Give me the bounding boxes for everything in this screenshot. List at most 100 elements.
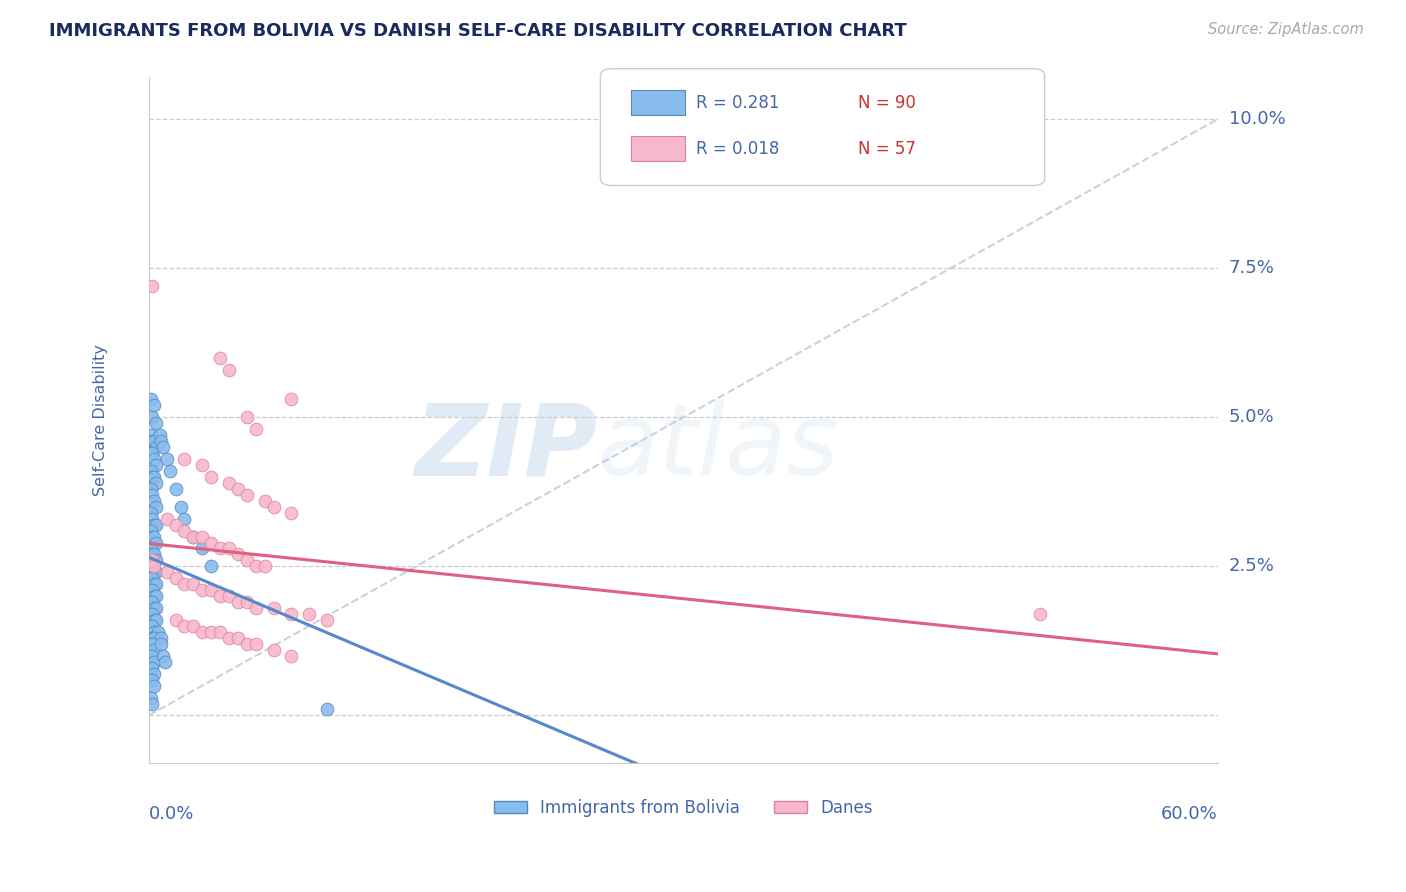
Point bbox=[209, 624, 232, 639]
Point bbox=[143, 613, 166, 627]
Point bbox=[139, 648, 162, 663]
Point bbox=[139, 595, 162, 609]
Text: ZIP: ZIP bbox=[415, 400, 598, 496]
Point bbox=[245, 637, 267, 651]
Text: 10.0%: 10.0% bbox=[1229, 111, 1285, 128]
Point bbox=[143, 566, 166, 580]
Point bbox=[143, 589, 166, 603]
Text: atlas: atlas bbox=[598, 400, 839, 496]
Point bbox=[141, 446, 163, 460]
Text: 60.0%: 60.0% bbox=[1161, 805, 1218, 822]
Point bbox=[150, 434, 173, 449]
Text: 5.0%: 5.0% bbox=[1229, 409, 1274, 426]
Point bbox=[141, 410, 163, 425]
Point bbox=[139, 559, 162, 574]
Point bbox=[145, 566, 167, 580]
Point bbox=[226, 595, 249, 609]
Point bbox=[263, 500, 285, 514]
Point bbox=[156, 511, 179, 525]
Point bbox=[170, 500, 193, 514]
Point bbox=[209, 541, 232, 556]
Point bbox=[153, 655, 176, 669]
Point bbox=[139, 506, 162, 520]
Point bbox=[173, 452, 195, 467]
Text: R = 0.281: R = 0.281 bbox=[696, 94, 779, 112]
Point bbox=[191, 458, 214, 472]
Point bbox=[236, 488, 259, 502]
Point bbox=[139, 482, 162, 496]
Point bbox=[141, 673, 163, 687]
Point bbox=[159, 464, 181, 478]
Point bbox=[150, 631, 173, 645]
Point bbox=[141, 619, 163, 633]
Point bbox=[156, 566, 179, 580]
Point bbox=[218, 362, 240, 376]
Point bbox=[143, 666, 166, 681]
Point bbox=[141, 648, 163, 663]
Point bbox=[280, 607, 302, 621]
Point bbox=[165, 517, 187, 532]
Point bbox=[148, 428, 170, 442]
Point bbox=[141, 661, 163, 675]
Point bbox=[141, 553, 163, 567]
Point bbox=[209, 351, 232, 365]
Point bbox=[143, 624, 166, 639]
Point bbox=[218, 541, 240, 556]
Point bbox=[145, 500, 167, 514]
Point bbox=[139, 607, 162, 621]
Point bbox=[143, 577, 166, 591]
Point bbox=[200, 583, 222, 598]
Point bbox=[139, 524, 162, 538]
Point bbox=[143, 470, 166, 484]
Point bbox=[298, 607, 321, 621]
Text: IMMIGRANTS FROM BOLIVIA VS DANISH SELF-CARE DISABILITY CORRELATION CHART: IMMIGRANTS FROM BOLIVIA VS DANISH SELF-C… bbox=[49, 22, 907, 40]
Point bbox=[191, 624, 214, 639]
Point bbox=[139, 673, 162, 687]
Point bbox=[145, 613, 167, 627]
Point bbox=[141, 530, 163, 544]
Point bbox=[139, 631, 162, 645]
Point bbox=[245, 422, 267, 436]
Point bbox=[145, 417, 167, 431]
Text: N = 57: N = 57 bbox=[858, 140, 915, 158]
Point bbox=[145, 577, 167, 591]
Point bbox=[141, 595, 163, 609]
Point bbox=[139, 661, 162, 675]
Point bbox=[263, 643, 285, 657]
Point bbox=[165, 482, 187, 496]
Point bbox=[253, 559, 276, 574]
Point bbox=[236, 410, 259, 425]
Point bbox=[226, 482, 249, 496]
Point bbox=[236, 553, 259, 567]
Point bbox=[143, 493, 166, 508]
Point bbox=[183, 577, 205, 591]
Point bbox=[183, 530, 205, 544]
Point bbox=[200, 559, 222, 574]
Point bbox=[143, 452, 166, 467]
Point bbox=[152, 440, 174, 454]
Point bbox=[165, 613, 187, 627]
Point bbox=[200, 470, 222, 484]
Point bbox=[143, 548, 166, 562]
Point bbox=[145, 553, 167, 567]
Point bbox=[139, 571, 162, 585]
Point bbox=[139, 619, 162, 633]
Point bbox=[139, 690, 162, 705]
Point bbox=[146, 624, 169, 639]
Point bbox=[1028, 607, 1050, 621]
Point bbox=[139, 464, 162, 478]
Point bbox=[218, 631, 240, 645]
Point bbox=[173, 511, 195, 525]
Point bbox=[245, 601, 267, 615]
Point bbox=[191, 541, 214, 556]
Point bbox=[141, 470, 163, 484]
Point bbox=[143, 398, 166, 412]
Point bbox=[218, 475, 240, 490]
Point bbox=[141, 548, 163, 562]
Point bbox=[245, 559, 267, 574]
Point bbox=[139, 428, 162, 442]
Point bbox=[143, 655, 166, 669]
Point bbox=[152, 648, 174, 663]
Point bbox=[143, 517, 166, 532]
Point bbox=[139, 446, 162, 460]
